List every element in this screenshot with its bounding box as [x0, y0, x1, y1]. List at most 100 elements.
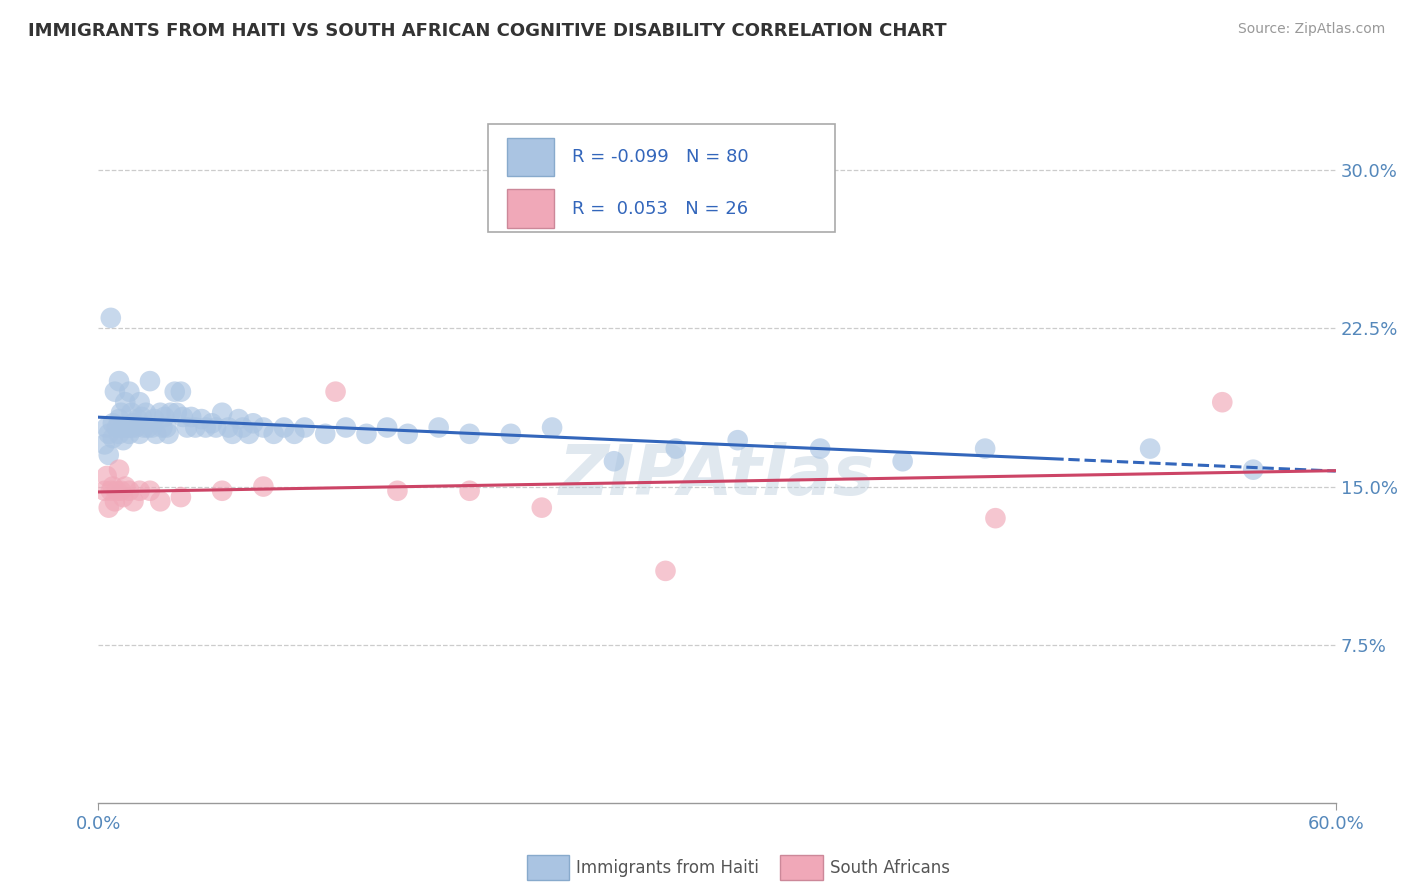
Point	[252, 479, 274, 493]
Point	[139, 374, 162, 388]
Point	[654, 564, 676, 578]
Point	[499, 426, 522, 441]
Point	[603, 454, 626, 468]
Point	[232, 420, 254, 434]
Point	[170, 490, 193, 504]
Point	[100, 483, 122, 498]
Point	[314, 426, 336, 441]
Text: South Africans: South Africans	[830, 859, 949, 877]
Point	[100, 310, 122, 325]
Point	[252, 420, 274, 434]
Point	[387, 483, 409, 498]
Point	[145, 426, 167, 441]
Point	[118, 426, 141, 441]
Point	[118, 384, 141, 399]
Point	[143, 412, 166, 426]
Point	[221, 426, 243, 441]
Point	[335, 420, 357, 434]
Point	[530, 500, 553, 515]
Point	[458, 426, 481, 441]
Point	[149, 494, 172, 508]
Point	[110, 406, 132, 420]
Point	[93, 483, 115, 498]
Point	[194, 420, 217, 434]
Point	[356, 426, 378, 441]
Point	[124, 420, 146, 434]
Point	[974, 442, 997, 456]
Point	[117, 420, 139, 434]
Text: ZIPAtlas: ZIPAtlas	[560, 442, 875, 509]
Point	[375, 420, 398, 434]
Point	[131, 409, 153, 424]
Point	[101, 479, 124, 493]
Point	[128, 395, 150, 409]
Point	[201, 417, 224, 431]
Text: R =  0.053   N = 26: R = 0.053 N = 26	[572, 200, 748, 218]
Point	[325, 384, 347, 399]
Point	[112, 490, 135, 504]
Point	[118, 483, 141, 498]
Point	[228, 412, 250, 426]
Point	[170, 384, 193, 399]
Text: IMMIGRANTS FROM HAITI VS SOUTH AFRICAN COGNITIVE DISABILITY CORRELATION CHART: IMMIGRANTS FROM HAITI VS SOUTH AFRICAN C…	[28, 22, 946, 40]
Point	[114, 395, 136, 409]
Point	[211, 406, 233, 420]
Text: Immigrants from Haiti: Immigrants from Haiti	[576, 859, 759, 877]
Point	[1211, 395, 1233, 409]
Point	[112, 433, 135, 447]
Point	[294, 420, 316, 434]
Point	[128, 426, 150, 441]
Point	[108, 374, 131, 388]
Point	[136, 420, 159, 434]
Point	[141, 420, 163, 434]
Point	[139, 483, 162, 498]
Point	[120, 406, 142, 420]
Bar	[506, 189, 554, 227]
Point	[104, 494, 127, 508]
Point	[101, 431, 124, 445]
Point	[396, 426, 419, 441]
Point	[101, 417, 124, 431]
Point	[127, 412, 149, 426]
Point	[808, 442, 831, 456]
Point	[163, 384, 186, 399]
Point	[97, 426, 120, 441]
Point	[96, 420, 118, 434]
Point	[120, 420, 142, 434]
Text: R = -0.099   N = 80: R = -0.099 N = 80	[572, 148, 749, 166]
Point	[114, 479, 136, 493]
Point	[155, 420, 177, 434]
Point	[97, 500, 120, 515]
Point	[211, 483, 233, 498]
Point	[149, 406, 172, 420]
Point	[104, 384, 127, 399]
Point	[105, 483, 128, 498]
Point	[108, 426, 131, 441]
Point	[108, 463, 131, 477]
Point	[112, 420, 135, 434]
Point	[180, 409, 202, 424]
Point	[132, 420, 155, 434]
Point	[1139, 442, 1161, 456]
Point	[176, 420, 198, 434]
Point	[541, 420, 564, 434]
Point	[153, 409, 176, 424]
Point	[427, 420, 450, 434]
Point	[984, 511, 1007, 525]
Bar	[506, 137, 554, 176]
Point	[273, 420, 295, 434]
Point	[458, 483, 481, 498]
Point	[184, 420, 207, 434]
Point	[97, 448, 120, 462]
Point	[172, 409, 194, 424]
Point	[891, 454, 914, 468]
Point	[727, 433, 749, 447]
Point	[166, 406, 188, 420]
Point	[263, 426, 285, 441]
Point	[238, 426, 260, 441]
Point	[105, 420, 128, 434]
Point	[96, 469, 118, 483]
Point	[283, 426, 305, 441]
Point	[190, 412, 212, 426]
Point	[108, 412, 131, 426]
